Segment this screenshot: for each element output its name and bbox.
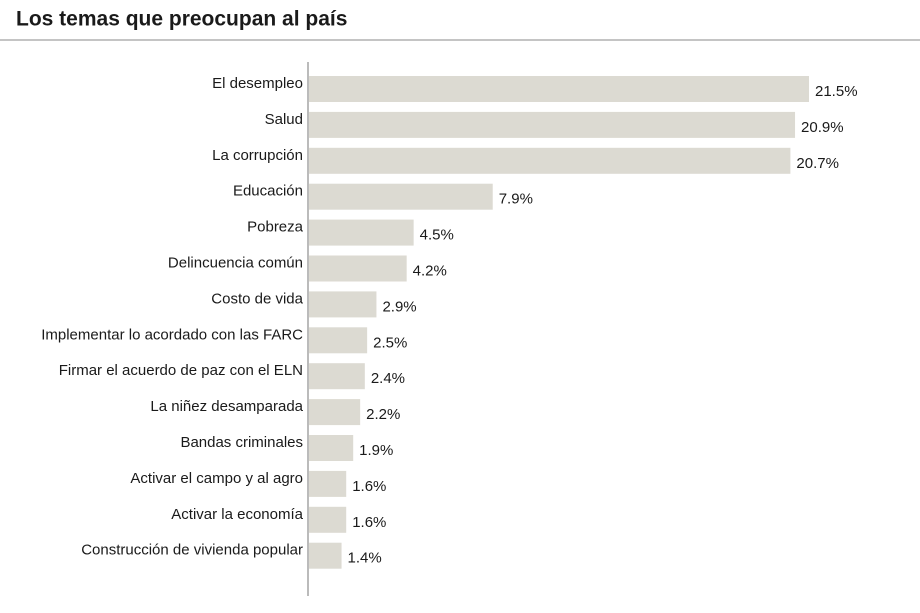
bar <box>309 183 493 210</box>
category-label: Activar el campo y al agro <box>130 470 303 487</box>
value-label: 2.4% <box>371 370 405 387</box>
value-label: 2.5% <box>373 334 407 351</box>
value-label: 4.2% <box>413 262 447 279</box>
value-label: 1.9% <box>359 442 393 459</box>
value-label: 21.5% <box>815 83 858 100</box>
bar <box>309 147 791 174</box>
bar <box>309 327 368 354</box>
category-label: Pobreza <box>247 219 304 236</box>
bar <box>309 76 809 102</box>
category-label: Educación <box>233 183 303 200</box>
bar <box>309 291 377 318</box>
bar <box>309 111 796 138</box>
category-label: Activar la economía <box>171 506 303 523</box>
category-label: Firmar el acuerdo de paz con el ELN <box>59 362 303 379</box>
category-label: Costo de vida <box>211 290 303 307</box>
value-label: 1.6% <box>352 514 386 531</box>
category-label: Bandas criminales <box>180 434 303 451</box>
value-label: 1.6% <box>352 478 386 495</box>
value-label: 20.7% <box>796 155 839 172</box>
value-label: 4.5% <box>420 227 454 244</box>
bar <box>309 542 342 569</box>
category-label: Delincuencia común <box>168 254 303 271</box>
bar <box>309 219 414 246</box>
chart-title: Los temas que preocupan al país <box>16 8 347 31</box>
bar <box>309 255 407 282</box>
bar <box>309 506 347 533</box>
value-label: 7.9% <box>499 191 533 208</box>
value-label: 20.9% <box>801 119 844 136</box>
category-label: La niñez desamparada <box>150 398 303 415</box>
category-label: Implementar lo acordado con las FARC <box>41 326 303 343</box>
value-label: 2.9% <box>382 298 416 315</box>
value-label: 2.2% <box>366 406 400 423</box>
category-label: La corrupción <box>212 147 303 164</box>
bar <box>309 363 365 390</box>
bar <box>309 435 354 461</box>
value-label: 1.4% <box>348 550 382 567</box>
bar <box>309 399 361 426</box>
bar <box>309 470 347 497</box>
category-label: El desempleo <box>212 75 303 92</box>
category-label: Construcción de vivienda popular <box>81 542 303 559</box>
category-label: Salud <box>265 111 303 128</box>
